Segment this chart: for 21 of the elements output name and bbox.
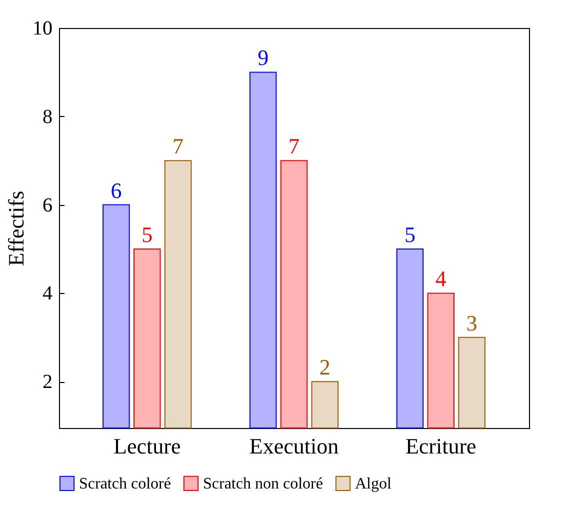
data-label: 5 [142, 222, 153, 247]
data-label: 7 [288, 134, 300, 159]
data-label: 4 [435, 266, 446, 292]
y-tick-label: 4 [42, 282, 52, 305]
data-label: 7 [172, 134, 184, 159]
y-axis-title: Effectifs [4, 190, 28, 266]
data-label: 2 [319, 354, 330, 380]
y-tick-label: 10 [32, 18, 52, 40]
data-label: 3 [466, 310, 478, 336]
y-tick-label: 2 [42, 371, 52, 394]
data-label: 6 [110, 178, 122, 203]
x-tick-label: Lecture [114, 434, 181, 458]
y-tick-label: 8 [42, 106, 52, 128]
x-tick-label: Execution [249, 434, 339, 458]
data-label: 9 [258, 45, 269, 70]
legend-label: Scratch coloré [79, 475, 171, 492]
x-tick-label: Ecriture [405, 434, 476, 458]
y-tick-label: 6 [42, 194, 52, 216]
legend-label: Algol [355, 475, 392, 492]
data-label: 5 [404, 222, 416, 247]
legend-label: Scratch non coloré [203, 475, 323, 492]
